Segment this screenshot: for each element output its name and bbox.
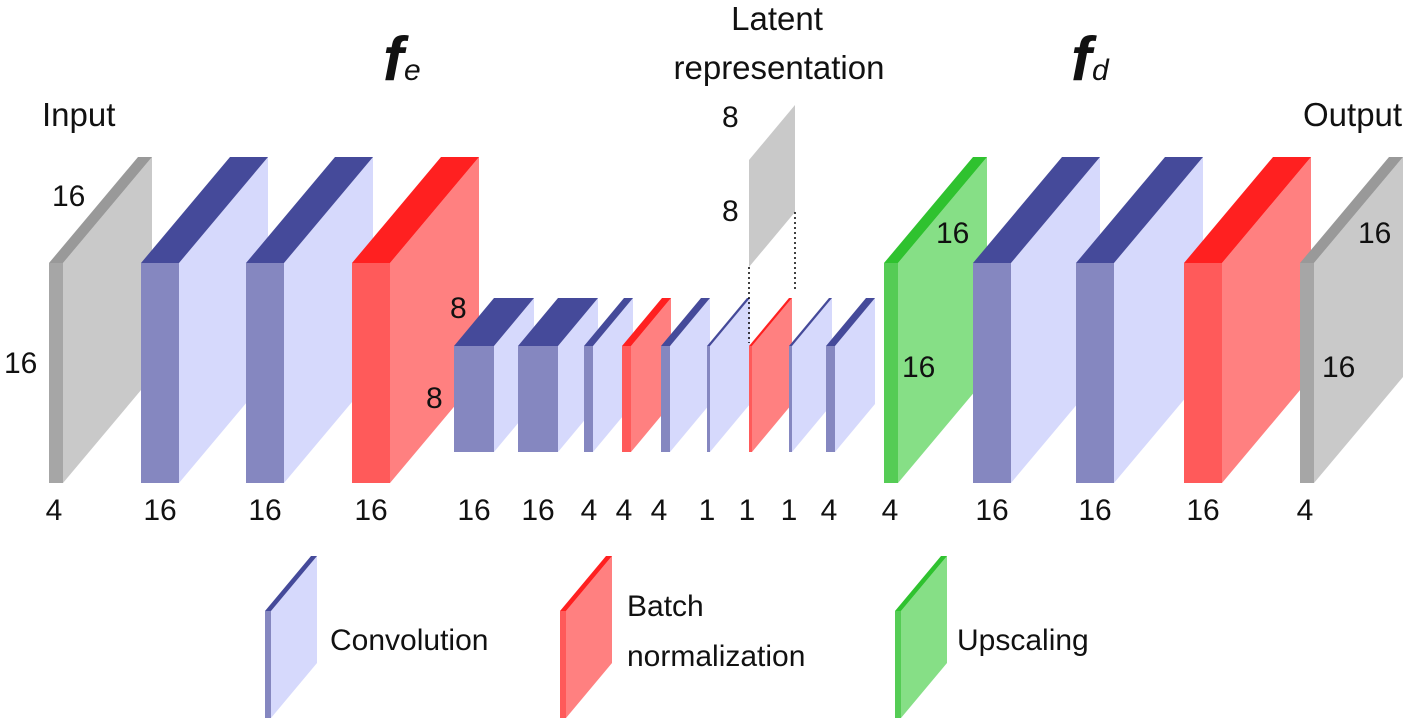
channel-label-dec-conv-3: 16 — [975, 494, 1008, 527]
upscale-width-label: 16 — [936, 217, 969, 250]
channel-label-dec-conv-4: 16 — [1078, 494, 1111, 527]
layer-block-dec-conv-4 — [1076, 157, 1203, 483]
legend-swatch-shape-conv — [265, 556, 317, 718]
layer-block-output — [1300, 157, 1403, 483]
input-width-label: 16 — [52, 180, 85, 213]
legend-swatch-upscale — [895, 556, 947, 718]
mid-width-label: 8 — [450, 292, 467, 325]
latent-height-label: 8 — [722, 195, 739, 228]
upscale-height-label: 16 — [902, 351, 935, 384]
legend-item-conv: Convolution — [265, 556, 488, 718]
channel-label-enc-conv-1: 16 — [143, 494, 176, 527]
legend-label-upscale: Upscaling — [957, 624, 1089, 657]
output-height-label: 16 — [1322, 351, 1355, 384]
channel-label-input: 4 — [46, 494, 63, 527]
legend-label-conv: Convolution — [330, 624, 488, 657]
channel-label-dec-conv-1: 1 — [781, 494, 798, 527]
decoder-title: f d — [1071, 25, 1110, 94]
layer-block-enc-conv-2 — [246, 157, 373, 483]
latent-title-line2: representation — [674, 49, 885, 86]
channel-label-enc-conv-2: 16 — [248, 494, 281, 527]
channel-label-enc-bn-2: 4 — [616, 494, 633, 527]
decoder-subscript: d — [1092, 54, 1110, 87]
channel-label-enc-bn-1: 16 — [354, 494, 387, 527]
channel-label-enc-conv-7: 1 — [699, 494, 716, 527]
layer-block-latent-bn — [749, 298, 792, 452]
channel-label-dec-upscale: 4 — [882, 494, 899, 527]
legend-item-batchnorm: Batch normalization — [560, 556, 805, 718]
legend-swatch-conv — [265, 556, 317, 718]
legend-swatch-batchnorm — [560, 556, 612, 718]
legend-swatch-shape-batchnorm — [560, 556, 612, 718]
layer-block-enc-conv-7 — [707, 298, 750, 452]
mid-height-label: 8 — [426, 382, 443, 415]
layer-block-dec-bn — [1184, 157, 1311, 483]
channel-labels: 4 16 16 16 16 16 4 4 4 1 1 1 4 4 16 16 16 4 — [46, 494, 1314, 527]
channel-label-latent-bn: 1 — [739, 494, 756, 527]
latent-width-label: 8 — [722, 101, 739, 134]
layer-block-enc-bn-1 — [352, 157, 479, 483]
legend-label-batchnorm: Batch — [627, 590, 704, 623]
output-width-label: 16 — [1358, 217, 1391, 250]
channel-label-enc-conv-4: 16 — [521, 494, 554, 527]
output-title: Output — [1303, 96, 1402, 133]
channel-label-dec-bn: 16 — [1186, 494, 1219, 527]
input-title: Input — [42, 96, 115, 133]
encoder-subscript: e — [404, 54, 421, 87]
legend-swatch-shape-upscale — [895, 556, 947, 718]
latent-title-line1: Latent — [731, 0, 823, 37]
layer-block-dec-conv-2 — [826, 298, 875, 452]
legend: Convolution Batch normalization Upscaling — [265, 556, 1089, 718]
layer-block-input — [49, 157, 152, 483]
layer-block-enc-conv-6 — [661, 298, 710, 452]
channel-label-dec-conv-2: 4 — [821, 494, 838, 527]
channel-label-enc-conv-6: 4 — [651, 494, 668, 527]
latent-plane — [748, 105, 796, 343]
layer-blocks — [49, 157, 1403, 483]
layer-block-dec-conv-1 — [789, 298, 832, 452]
input-height-label: 16 — [4, 347, 37, 380]
encoder-title: f e — [383, 25, 421, 94]
channel-label-enc-conv-5: 4 — [581, 494, 598, 527]
layer-block-enc-conv-1 — [141, 157, 268, 483]
channel-label-enc-conv-3: 16 — [457, 494, 490, 527]
channel-label-output: 4 — [1297, 494, 1314, 527]
layer-block-dec-upscale — [884, 157, 987, 483]
legend-item-upscale: Upscaling — [895, 556, 1089, 718]
legend-label-batchnorm-line2: normalization — [627, 640, 805, 673]
